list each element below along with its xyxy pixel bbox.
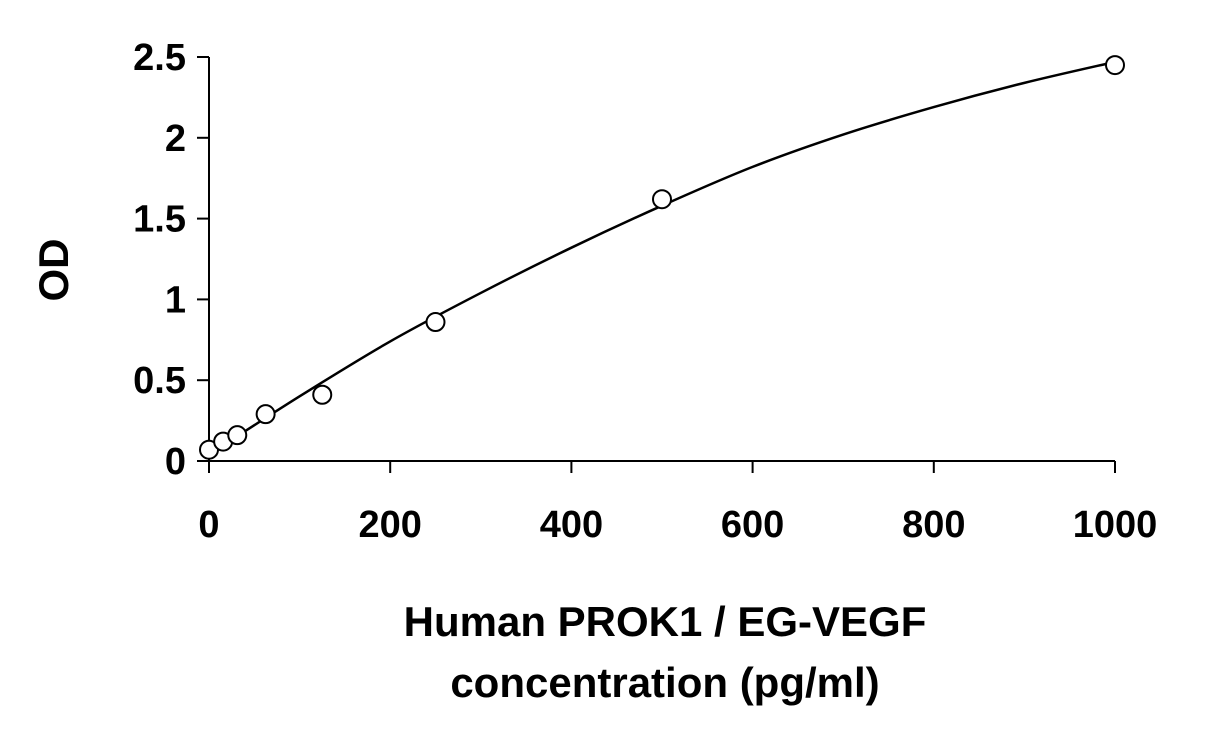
y-tick-label: 2: [165, 118, 186, 160]
data-point: [425, 312, 446, 333]
x-tick-labels: 0 200 400 600 800 1000: [198, 504, 1157, 546]
axes: [197, 56, 1116, 473]
data-point: [652, 189, 672, 210]
x-tick-label: 800: [902, 504, 965, 546]
x-tick-label: 200: [358, 504, 421, 546]
y-tick-label: 0: [165, 441, 186, 483]
x-tick-label: 400: [540, 504, 603, 546]
data-point: [1105, 55, 1125, 76]
data-point: [312, 384, 333, 405]
y-tick-label: 0.5: [133, 360, 186, 402]
fit-curve-line: [208, 60, 1116, 456]
fit-curve-group: [208, 60, 1116, 456]
x-tick-label: 1000: [1073, 504, 1158, 546]
data-points: [199, 55, 1125, 460]
x-tick-label: 0: [198, 504, 219, 546]
y-axis-title: OD: [30, 239, 77, 302]
data-point: [227, 425, 248, 446]
data-point: [255, 404, 276, 425]
x-axis-title-line-2: concentration (pg/ml): [450, 659, 879, 706]
y-tick-label: 1: [165, 279, 186, 321]
y-tick-labels: 0 0.5 1 1.5 2 2.5: [133, 37, 186, 483]
x-axis-title-line-1: Human PROK1 / EG-VEGF: [404, 598, 927, 645]
x-tick-label: 600: [721, 504, 784, 546]
y-tick-label: 2.5: [133, 37, 186, 79]
y-tick-label: 1.5: [133, 199, 186, 241]
